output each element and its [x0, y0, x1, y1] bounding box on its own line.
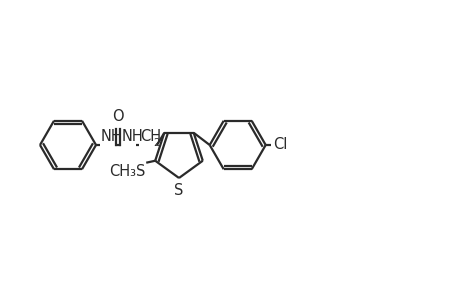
- Text: Cl: Cl: [272, 136, 286, 152]
- Text: 2: 2: [153, 138, 159, 148]
- Text: CH₃S: CH₃S: [109, 164, 145, 179]
- Text: NH: NH: [122, 129, 144, 144]
- Text: O: O: [112, 109, 123, 124]
- Text: CH: CH: [140, 129, 161, 144]
- Text: S: S: [174, 183, 183, 198]
- Text: NH: NH: [101, 129, 123, 144]
